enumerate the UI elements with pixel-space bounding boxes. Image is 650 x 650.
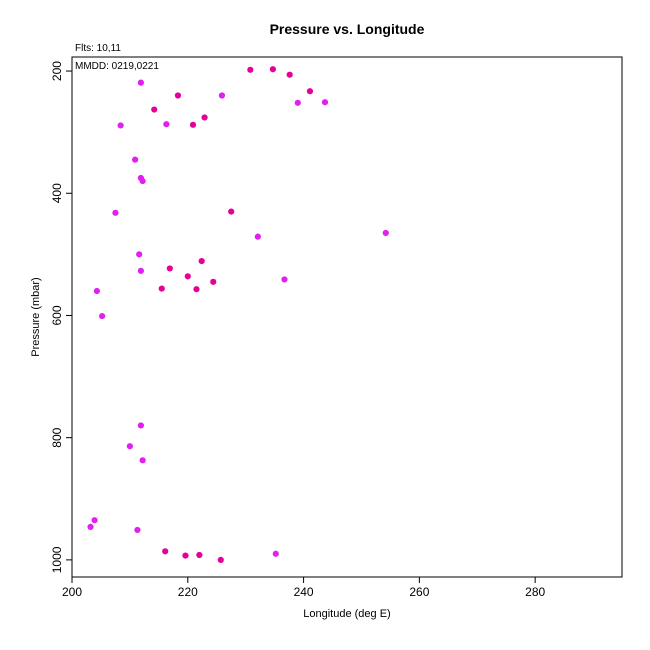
data-point bbox=[126, 443, 133, 450]
x-tick-label: 200 bbox=[62, 585, 82, 599]
data-point bbox=[139, 177, 146, 185]
y-tick-label: 600 bbox=[50, 305, 64, 325]
data-point bbox=[112, 209, 119, 216]
data-point bbox=[136, 251, 143, 258]
data-point bbox=[198, 257, 205, 265]
date-annotation: MMDD: 0219,0221 bbox=[75, 61, 159, 72]
data-point bbox=[139, 457, 146, 464]
data-point bbox=[163, 121, 170, 128]
data-point bbox=[228, 208, 235, 215]
data-point bbox=[294, 99, 301, 106]
data-point bbox=[184, 273, 191, 280]
data-point bbox=[306, 88, 314, 95]
data-point bbox=[272, 550, 279, 557]
data-points bbox=[87, 66, 389, 563]
y-tick-label: 200 bbox=[50, 61, 64, 81]
data-point bbox=[210, 278, 217, 285]
data-point bbox=[158, 285, 165, 292]
y-axis-label: Pressure (mbar) bbox=[30, 277, 42, 356]
data-point bbox=[217, 556, 224, 563]
x-tick-label: 280 bbox=[525, 585, 545, 599]
data-point bbox=[162, 548, 169, 555]
chart-title: Pressure vs. Longitude bbox=[270, 21, 425, 37]
data-point bbox=[189, 121, 197, 128]
data-point bbox=[193, 286, 200, 293]
data-point bbox=[196, 551, 203, 559]
data-point bbox=[137, 79, 144, 86]
data-point bbox=[132, 156, 139, 163]
data-point bbox=[137, 267, 144, 274]
x-tick-label: 240 bbox=[294, 585, 314, 599]
data-point bbox=[151, 106, 158, 113]
data-point bbox=[87, 523, 94, 530]
data-point bbox=[321, 99, 329, 106]
y-tick-label: 1000 bbox=[50, 546, 64, 573]
data-point bbox=[201, 114, 208, 121]
plot-area bbox=[71, 56, 623, 578]
x-axis: 200 220 240 260 280 bbox=[62, 577, 545, 599]
data-point bbox=[281, 276, 288, 283]
data-point bbox=[137, 422, 144, 429]
data-point bbox=[117, 122, 124, 129]
data-point bbox=[182, 552, 189, 559]
data-point bbox=[269, 66, 276, 73]
y-tick-label: 800 bbox=[50, 427, 64, 447]
data-point bbox=[286, 71, 293, 78]
flights-annotation: Flts: 10,11 bbox=[75, 43, 121, 54]
data-point bbox=[93, 287, 100, 295]
x-tick-label: 220 bbox=[178, 585, 198, 599]
data-point bbox=[254, 233, 261, 240]
data-point bbox=[247, 66, 254, 73]
data-point bbox=[166, 265, 173, 272]
data-point bbox=[218, 92, 226, 99]
x-tick-label: 260 bbox=[409, 585, 429, 599]
y-tick-label: 400 bbox=[50, 183, 64, 203]
data-point bbox=[134, 526, 141, 534]
x-axis-label: Longitude (deg E) bbox=[303, 608, 390, 620]
data-point bbox=[99, 312, 106, 320]
data-point bbox=[91, 517, 98, 524]
data-point bbox=[382, 229, 389, 237]
y-axis: 200 400 600 800 1000 bbox=[50, 61, 72, 573]
data-point bbox=[174, 92, 182, 99]
